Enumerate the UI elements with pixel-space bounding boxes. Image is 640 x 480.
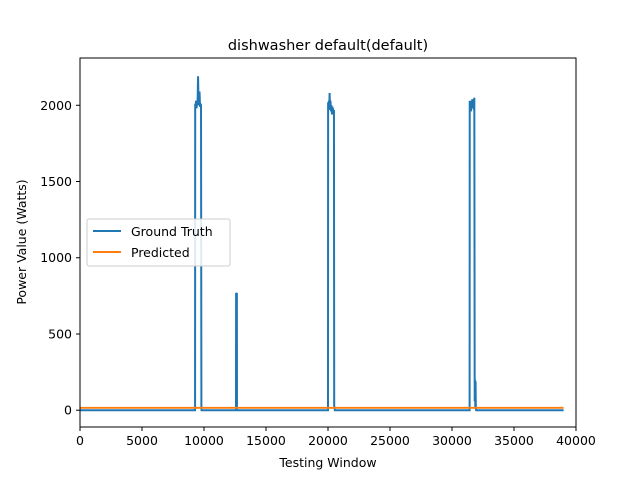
- x-tick-label: 40000: [556, 433, 596, 448]
- y-tick-label: 500: [48, 326, 72, 341]
- x-tick-label: 25000: [370, 433, 410, 448]
- x-axis-ticks: 0 5000 10000 15000 20000 25000 30000 35000 40000: [76, 427, 596, 448]
- x-tick-label: 10000: [184, 433, 224, 448]
- x-axis-label: Testing Window: [278, 455, 376, 470]
- chart-title: dishwasher default(default): [228, 38, 428, 54]
- y-axis-ticks: 0 500 1000 1500 2000: [40, 98, 80, 418]
- legend-label-predicted: Predicted: [131, 245, 190, 260]
- legend-label-ground-truth: Ground Truth: [131, 224, 213, 239]
- y-tick-label: 0: [64, 403, 72, 418]
- series-layer: [80, 76, 564, 412]
- series-line-ground-truth: [80, 76, 564, 412]
- x-tick-label: 30000: [432, 433, 472, 448]
- y-axis-label: Power Value (Watts): [14, 179, 29, 304]
- x-tick-label: 15000: [246, 433, 286, 448]
- y-tick-label: 2000: [40, 98, 72, 113]
- x-tick-label: 20000: [308, 433, 348, 448]
- y-tick-label: 1500: [40, 174, 72, 189]
- x-tick-label: 0: [76, 433, 84, 448]
- legend: Ground Truth Predicted: [86, 218, 231, 267]
- x-tick-label: 35000: [494, 433, 534, 448]
- x-tick-label: 5000: [126, 433, 158, 448]
- legend-box: [86, 218, 231, 267]
- y-tick-label: 1000: [40, 250, 72, 265]
